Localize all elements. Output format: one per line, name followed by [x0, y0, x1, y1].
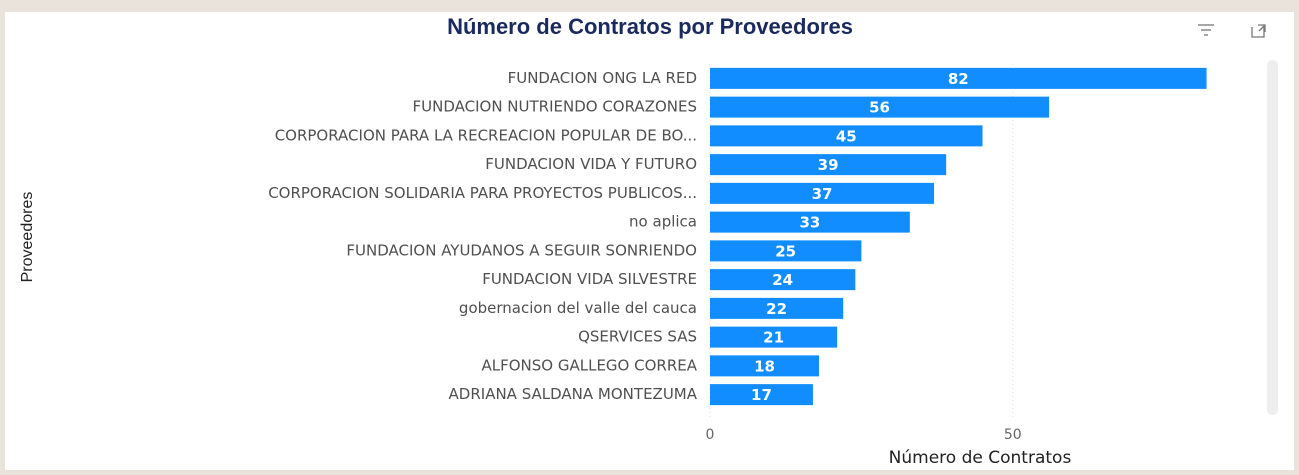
bar	[710, 240, 862, 262]
y-tick-label: no aplica	[629, 213, 697, 231]
y-tick-label: FUNDACION AYUDANOS A SEGUIR SONRIENDO	[346, 241, 697, 259]
bar	[710, 384, 813, 406]
chart-title: Número de Contratos por Proveedores	[447, 14, 853, 39]
bar	[710, 355, 819, 377]
value-label: 17	[751, 386, 772, 404]
bar	[710, 326, 838, 348]
y-tick-label: FUNDACION NUTRIENDO CORAZONES	[413, 98, 698, 116]
value-label: 39	[818, 156, 839, 174]
value-label: 45	[836, 127, 857, 145]
bar	[710, 67, 1207, 89]
value-label: 24	[772, 271, 793, 289]
bar	[710, 125, 983, 147]
value-label: 25	[775, 242, 796, 260]
bar	[710, 182, 935, 204]
y-axis-title: Proveedores	[19, 192, 36, 283]
bar	[710, 211, 910, 233]
x-tick-label: 50	[1004, 427, 1022, 443]
scrollbar[interactable]	[1267, 60, 1278, 415]
x-tick-label: 0	[706, 427, 715, 443]
value-label: 18	[754, 357, 775, 375]
bar	[710, 297, 844, 319]
bar	[710, 154, 947, 176]
y-tick-label: CORPORACION PARA LA RECREACION POPULAR D…	[275, 126, 697, 144]
value-label: 56	[869, 99, 890, 117]
y-tick-label: ADRIANA SALDANA MONTEZUMA	[449, 385, 698, 403]
bar	[710, 269, 856, 291]
value-label: 21	[763, 329, 784, 347]
y-tick-label: gobernacion del valle del cauca	[459, 299, 697, 317]
x-axis-title: Número de Contratos	[889, 448, 1072, 468]
value-label: 82	[948, 70, 969, 88]
bar	[710, 96, 1050, 118]
y-tick-label: FUNDACION ONG LA RED	[508, 69, 697, 87]
y-tick-label: QSERVICES SAS	[578, 328, 697, 346]
filter-icon[interactable]	[1198, 24, 1214, 36]
y-tick-label: FUNDACION VIDA SILVESTRE	[482, 270, 697, 288]
y-tick-label: FUNDACION VIDA Y FUTURO	[485, 155, 697, 173]
y-tick-label: ALFONSO GALLEGO CORREA	[481, 356, 697, 374]
value-label: 33	[799, 214, 820, 232]
focus-icon[interactable]	[1251, 24, 1266, 38]
value-label: 37	[812, 185, 833, 203]
y-tick-label: CORPORACION SOLIDARIA PARA PROYECTOS PUB…	[268, 184, 697, 202]
value-label: 22	[766, 300, 787, 318]
